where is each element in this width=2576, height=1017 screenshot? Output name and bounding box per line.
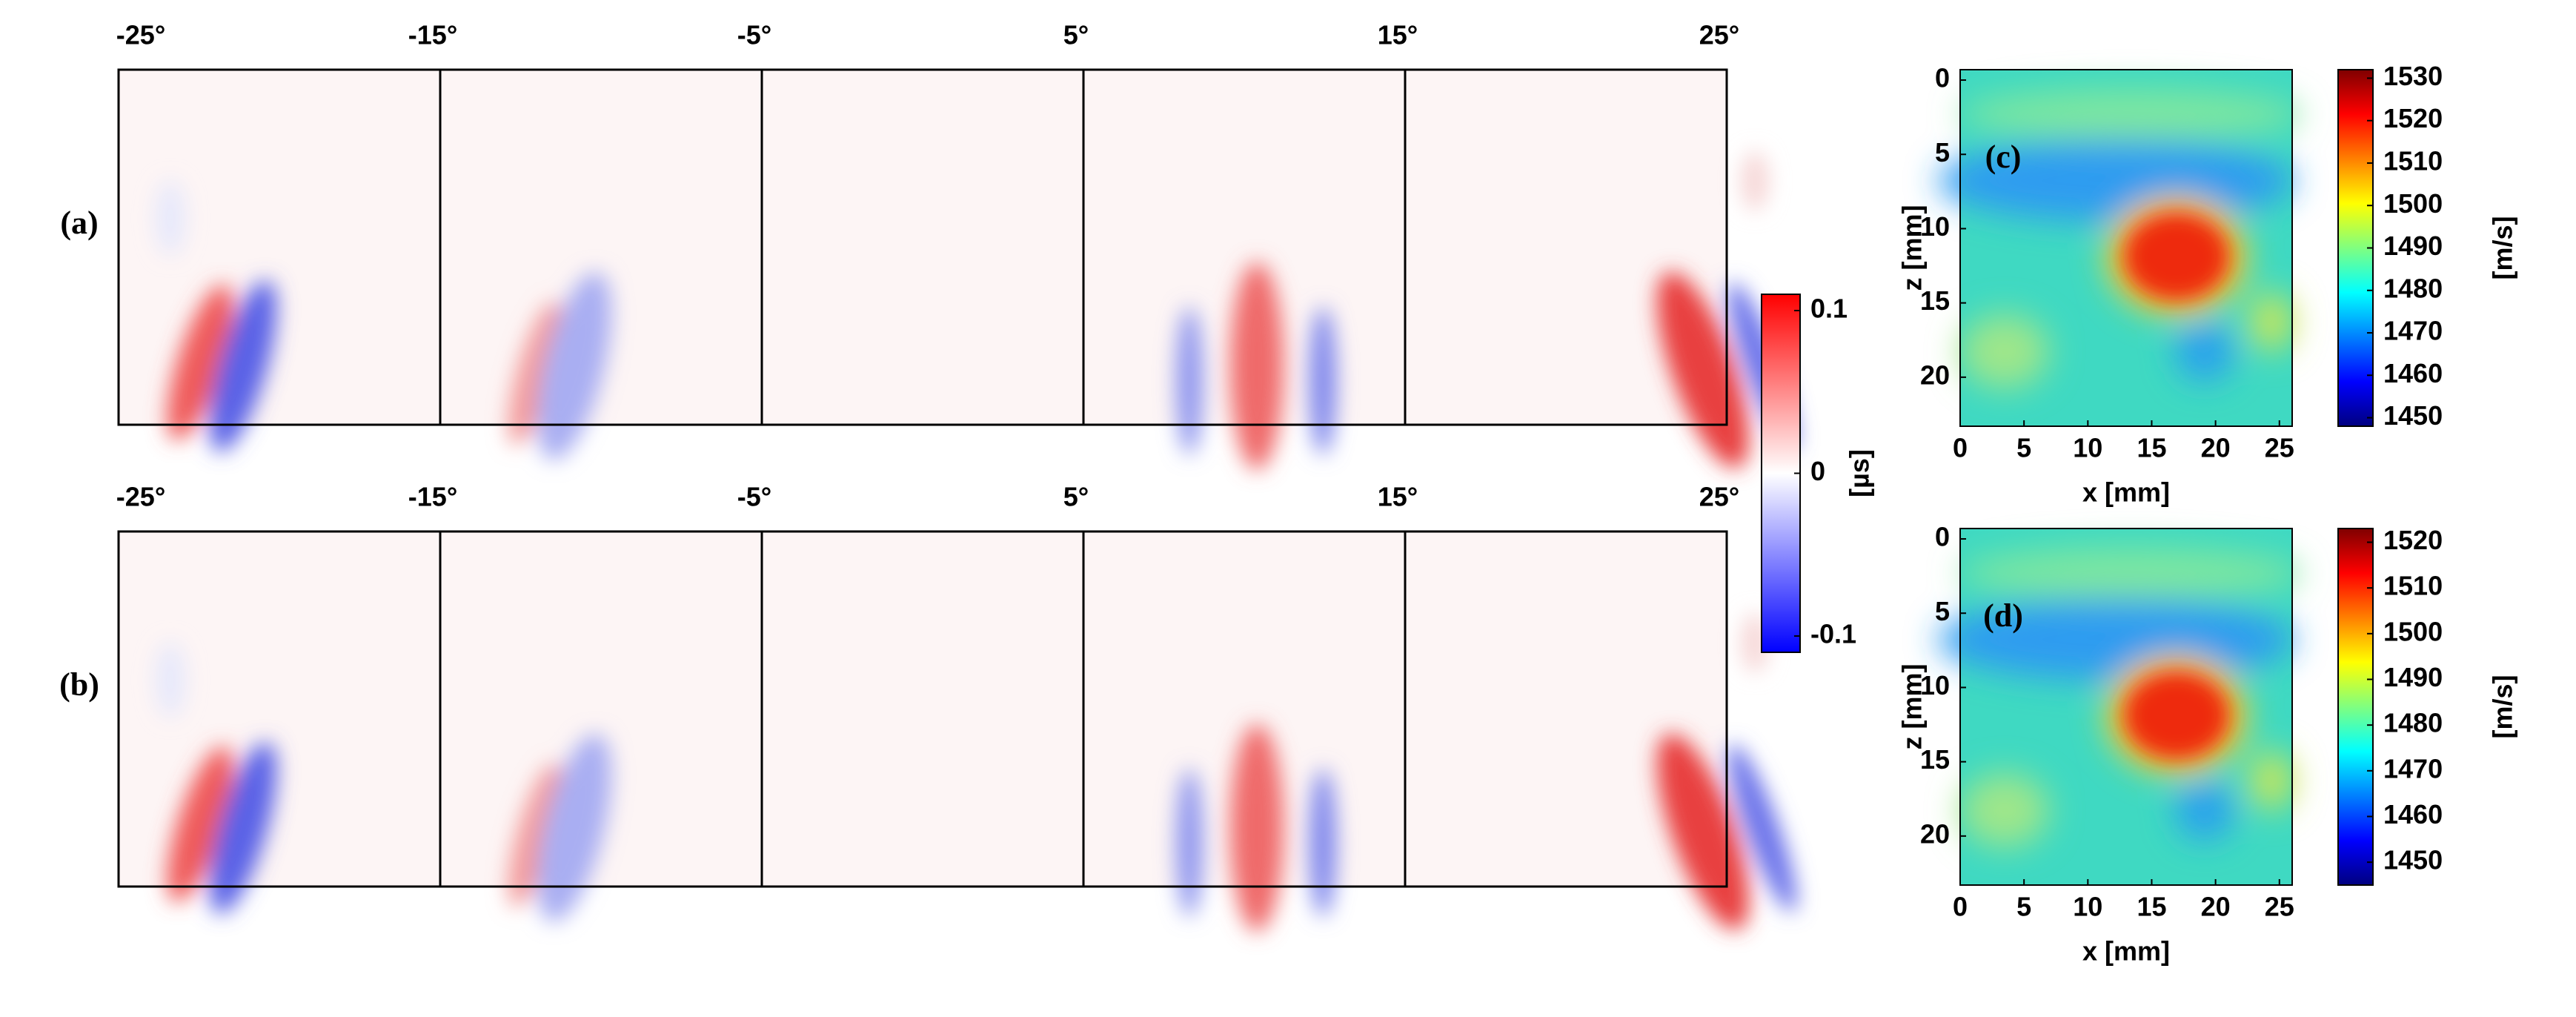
y-tick-label: 0 bbox=[1935, 63, 1950, 93]
colorbar-tick-label: 1510 bbox=[2383, 145, 2443, 176]
colorbar-tick-label: 1450 bbox=[2383, 400, 2443, 431]
colorbar-tick-label: -0.1 bbox=[1810, 619, 1856, 649]
angle-label: 25° bbox=[1699, 482, 1739, 512]
angle-label: 5° bbox=[1063, 482, 1089, 512]
colorbar-label: [m/s] bbox=[2488, 675, 2518, 738]
angle-label: -25° bbox=[116, 20, 165, 50]
colorbar-tick-label: 1460 bbox=[2383, 799, 2443, 829]
colorbar-tick-label: 0 bbox=[1810, 456, 1825, 486]
colorbar bbox=[1761, 294, 1801, 653]
map-image bbox=[1938, 70, 2301, 426]
colorbar-tick-label: 1530 bbox=[2383, 61, 2443, 91]
x-tick-label: 20 bbox=[2201, 892, 2231, 922]
x-tick-label: 15 bbox=[2137, 433, 2166, 463]
y-tick-label: 0 bbox=[1935, 522, 1950, 552]
y-axis-label: z [mm] bbox=[1897, 205, 1928, 291]
x-tick-label: 5 bbox=[2016, 433, 2031, 463]
colorbar-tick-label: 1500 bbox=[2383, 616, 2443, 646]
colorbar-tick-label: 1470 bbox=[2383, 316, 2443, 346]
x-tick-label: 0 bbox=[1953, 892, 1968, 922]
colorbar-tick-label: 0.1 bbox=[1810, 293, 1848, 323]
y-tick-label: 10 bbox=[1920, 670, 1950, 700]
map-image bbox=[1938, 529, 2301, 885]
subplot-frame bbox=[1404, 530, 1728, 888]
colorbar-tick-label: 1510 bbox=[2383, 571, 2443, 601]
colorbar-tick-label: 1490 bbox=[2383, 662, 2443, 692]
angle-label: 15° bbox=[1378, 20, 1418, 50]
angle-label: 5° bbox=[1063, 20, 1089, 50]
map-frame bbox=[1959, 69, 2293, 427]
colorbar-label: [µs] bbox=[1845, 449, 1875, 497]
colorbar-tick-label: 1470 bbox=[2383, 753, 2443, 784]
y-tick-label: 15 bbox=[1920, 285, 1950, 316]
x-tick-label: 15 bbox=[2137, 892, 2166, 922]
x-axis-label: x [mm] bbox=[2082, 477, 2170, 508]
colorbar-tick-label: 1460 bbox=[2383, 358, 2443, 388]
y-tick-label: 10 bbox=[1920, 211, 1950, 242]
subplot-frame bbox=[1404, 68, 1728, 426]
panel-label: (b) bbox=[59, 666, 99, 703]
colorbar-tick-label: 1450 bbox=[2383, 845, 2443, 875]
x-tick-label: 25 bbox=[2265, 892, 2294, 922]
angle-label: -25° bbox=[116, 482, 165, 512]
y-tick-label: 5 bbox=[1935, 137, 1950, 168]
x-axis-label: x [mm] bbox=[2082, 936, 2170, 967]
panel-label: (d) bbox=[1983, 597, 2023, 634]
x-tick-label: 10 bbox=[2073, 892, 2102, 922]
y-axis-label: z [mm] bbox=[1897, 664, 1928, 750]
angle-label: 15° bbox=[1378, 482, 1418, 512]
colorbar-tick-label: 1520 bbox=[2383, 103, 2443, 133]
row-image bbox=[119, 531, 1808, 940]
panel-label: (c) bbox=[1985, 139, 2022, 175]
angle-label: -15° bbox=[408, 482, 457, 512]
x-tick-label: 5 bbox=[2016, 892, 2031, 922]
map-frame bbox=[1959, 528, 2293, 886]
row-image bbox=[119, 70, 1808, 478]
angle-label: -5° bbox=[737, 482, 771, 512]
colorbar-tick-label: 1480 bbox=[2383, 708, 2443, 738]
x-tick-label: 0 bbox=[1953, 433, 1968, 463]
angle-label: 25° bbox=[1699, 20, 1739, 50]
colorbar bbox=[2337, 528, 2374, 886]
y-tick-label: 20 bbox=[1920, 818, 1950, 849]
angle-label: -5° bbox=[737, 20, 771, 50]
colorbar-tick-label: 1490 bbox=[2383, 231, 2443, 261]
x-tick-label: 20 bbox=[2201, 433, 2231, 463]
panel-label: (a) bbox=[60, 205, 98, 241]
y-tick-label: 20 bbox=[1920, 360, 1950, 390]
colorbar-tick-label: 1520 bbox=[2383, 525, 2443, 555]
colorbar-label: [m/s] bbox=[2488, 216, 2518, 279]
colorbar-tick-label: 1480 bbox=[2383, 273, 2443, 303]
x-tick-label: 25 bbox=[2265, 433, 2294, 463]
y-tick-label: 5 bbox=[1935, 596, 1950, 626]
x-tick-label: 10 bbox=[2073, 433, 2102, 463]
colorbar-tick-label: 1500 bbox=[2383, 188, 2443, 219]
y-tick-label: 15 bbox=[1920, 744, 1950, 775]
angle-label: -15° bbox=[408, 20, 457, 50]
